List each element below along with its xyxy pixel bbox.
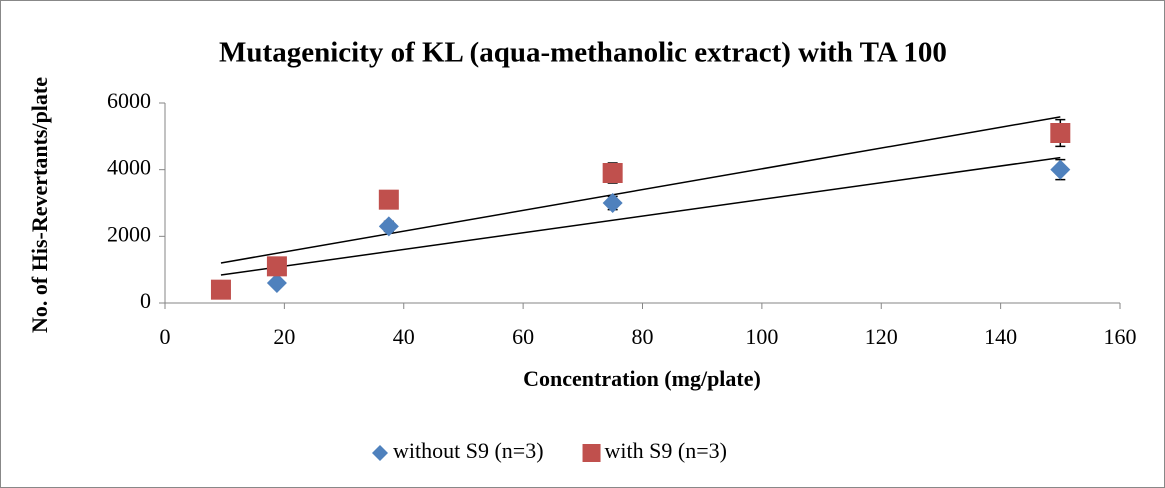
marker-square	[378, 189, 399, 210]
marker-diamond	[602, 193, 623, 213]
y-tick-label: 2000	[107, 221, 151, 246]
x-tick-label: 0	[160, 324, 171, 349]
x-tick-label: 40	[393, 324, 415, 349]
x-tick-label: 140	[984, 324, 1017, 349]
y-tick-label: 4000	[107, 155, 151, 180]
trendline	[220, 116, 1061, 264]
trendline	[220, 156, 1061, 276]
x-axis-label: Concentration (mg/plate)	[523, 366, 761, 391]
y-axis-label: No. of His-Revertants/plate	[27, 77, 52, 333]
marker-diamond	[1050, 159, 1071, 180]
y-tick-label: 0	[140, 288, 151, 313]
marker-square	[1050, 123, 1071, 143]
marker-square	[210, 279, 231, 300]
x-tick-label: 100	[745, 324, 778, 349]
marker-diamond	[378, 216, 399, 237]
marker-square	[602, 163, 623, 183]
x-tick-label: 160	[1104, 324, 1137, 349]
marker-square	[582, 444, 601, 462]
marker-square	[266, 256, 287, 277]
x-tick-label: 20	[273, 324, 295, 349]
marker-diamond	[372, 445, 388, 461]
marker-diamond	[266, 273, 287, 293]
x-tick-label: 120	[865, 324, 898, 349]
x-tick-label: 60	[512, 324, 534, 349]
x-tick-label: 80	[632, 324, 654, 349]
chart-title: Mutagenicity of KL (aqua-methanolic extr…	[219, 37, 947, 69]
y-tick-label: 6000	[107, 88, 151, 113]
legend-label: without S9 (n=3)	[393, 438, 544, 463]
legend-label: with S9 (n=3)	[605, 438, 727, 463]
